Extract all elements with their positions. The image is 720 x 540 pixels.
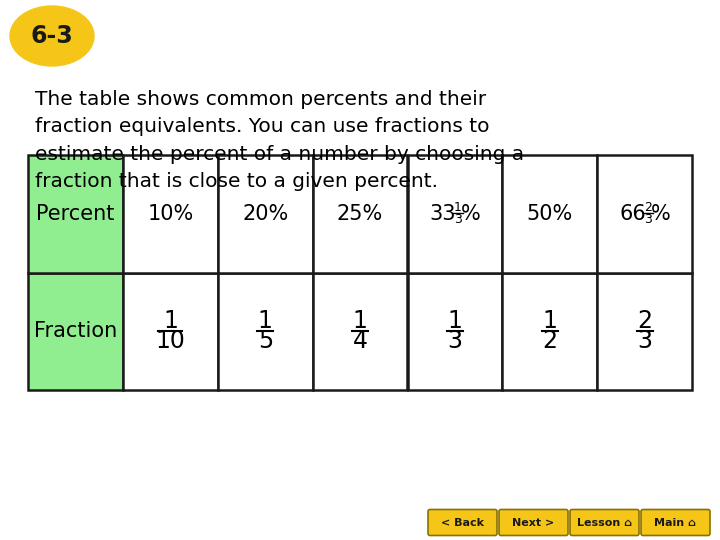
Text: 20%: 20% — [242, 204, 289, 224]
Text: 4: 4 — [353, 329, 368, 353]
Text: 1: 1 — [447, 309, 462, 333]
Bar — [123, 155, 218, 273]
Text: %: % — [651, 204, 670, 224]
Text: %: % — [461, 204, 481, 224]
FancyBboxPatch shape — [641, 510, 710, 536]
Text: 1: 1 — [353, 309, 367, 333]
Text: Lesson ⌂: Lesson ⌂ — [577, 517, 632, 528]
Text: Main ⌂: Main ⌂ — [654, 517, 696, 528]
Bar — [408, 155, 503, 273]
Text: Percent: Percent — [36, 204, 114, 224]
Text: 50%: 50% — [526, 204, 573, 224]
Text: 2: 2 — [542, 329, 557, 353]
FancyBboxPatch shape — [428, 510, 497, 536]
Text: 1: 1 — [454, 201, 462, 214]
Text: 3: 3 — [454, 213, 462, 226]
Text: 2: 2 — [637, 309, 652, 333]
Bar — [28, 155, 123, 273]
Text: 1: 1 — [542, 309, 557, 333]
Text: 10%: 10% — [148, 204, 194, 224]
Text: < Back: < Back — [441, 517, 484, 528]
Text: 3: 3 — [447, 329, 462, 353]
Text: 1: 1 — [258, 309, 273, 333]
Text: 66: 66 — [619, 204, 646, 224]
Ellipse shape — [10, 6, 94, 66]
Text: 10: 10 — [156, 329, 185, 353]
Bar — [28, 273, 123, 390]
Text: 25%: 25% — [337, 204, 383, 224]
Text: 3: 3 — [637, 329, 652, 353]
Bar — [503, 273, 597, 390]
Bar — [218, 155, 312, 273]
Text: 2: 2 — [644, 201, 652, 214]
Text: 1: 1 — [163, 309, 178, 333]
Bar — [503, 155, 597, 273]
Text: Next >: Next > — [513, 517, 554, 528]
Bar — [597, 273, 692, 390]
FancyBboxPatch shape — [499, 510, 568, 536]
Text: Fraction: Fraction — [34, 321, 117, 341]
Text: The table shows common percents and their
fraction equivalents. You can use frac: The table shows common percents and thei… — [35, 90, 524, 191]
Text: Estimating with Percents: Estimating with Percents — [104, 19, 577, 52]
Bar — [218, 273, 312, 390]
Text: 6-3: 6-3 — [31, 24, 73, 48]
Text: 33: 33 — [430, 204, 456, 224]
Bar — [408, 273, 503, 390]
Text: 3: 3 — [644, 213, 652, 226]
Text: © HOLT McDOUGAL, All Rights Reserved: © HOLT McDOUGAL, All Rights Reserved — [12, 517, 238, 528]
FancyBboxPatch shape — [570, 510, 639, 536]
Text: 5: 5 — [258, 329, 273, 353]
Bar — [597, 155, 692, 273]
Bar — [123, 273, 218, 390]
Bar — [312, 155, 408, 273]
Bar — [312, 273, 408, 390]
